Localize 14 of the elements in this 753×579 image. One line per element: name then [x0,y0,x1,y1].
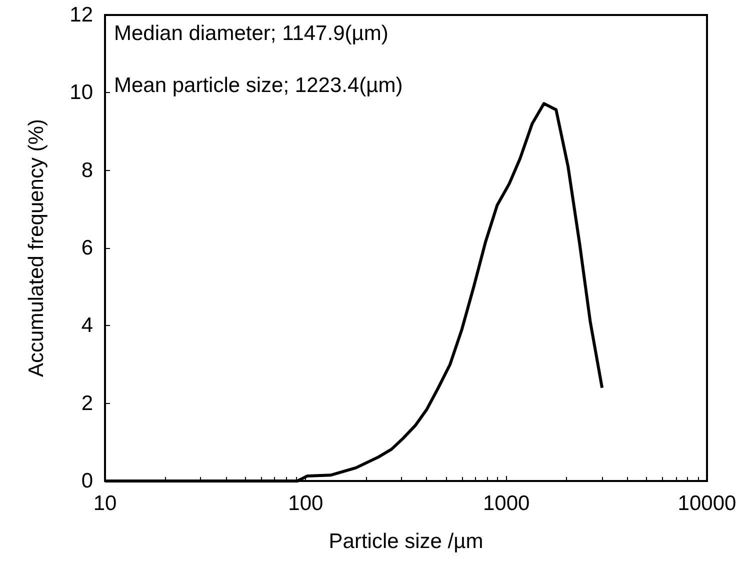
y-tick-label: 10 [70,81,93,104]
y-tick-label: 0 [81,470,93,492]
y-tick-label: 2 [81,392,93,415]
x-tick-label: 100 [288,492,324,515]
x-axis-title: Particle size /µm [328,530,484,553]
x-tick-label: 10000 [678,492,736,515]
y-tick-label: 8 [81,158,93,182]
x-tick-label: 1000 [482,492,530,515]
y-tick-label: 12 [70,4,93,26]
annotation: Median diameter; 1147.9(µm) [114,22,388,45]
y-axis-title: Accumulated frequency (%) [25,119,48,377]
annotation: Mean particle size; 1223.4(µm) [114,74,403,97]
y-tick-label: 6 [81,236,93,260]
y-tick-label: 4 [81,314,94,338]
